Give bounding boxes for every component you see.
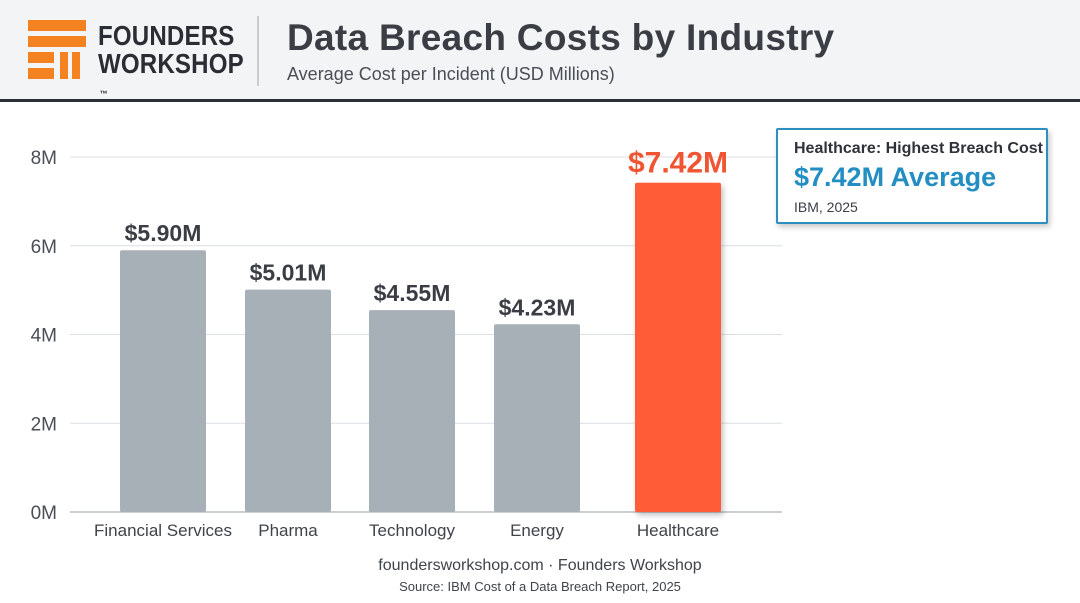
footer-source: Source: IBM Cost of a Data Breach Report… <box>399 579 681 594</box>
header-divider <box>257 16 259 86</box>
x-tick-label: Energy <box>510 521 564 540</box>
bar-value-label: $7.42M <box>628 147 728 180</box>
bar-value-label: $5.90M <box>125 220 202 246</box>
y-tick-label: 2M <box>31 414 57 435</box>
bar <box>635 182 721 513</box>
bar-value-label: $5.01M <box>250 260 327 286</box>
callout-value: $7.42M Average <box>794 162 997 192</box>
logo-line-1: FOUNDERS <box>98 20 235 51</box>
x-tick-label: Healthcare <box>637 521 719 540</box>
page-subtitle: Average Cost per Incident (USD Millions) <box>287 64 615 84</box>
bar-value-label: $4.23M <box>499 294 576 320</box>
x-tick-label: Technology <box>369 521 456 540</box>
y-tick-label: 0M <box>31 503 57 524</box>
bar <box>245 289 331 512</box>
highlight-callout: Healthcare: Highest Breach Cost $7.42M A… <box>776 128 1048 224</box>
bar <box>494 324 580 512</box>
header: FOUNDERS WORKSHOP ™ Data Breach Costs by … <box>0 0 1080 102</box>
bar <box>120 250 206 512</box>
logo-mark-icon <box>28 20 86 79</box>
x-tick-label: Pharma <box>258 521 318 540</box>
callout-source: IBM, 2025 <box>794 199 858 215</box>
x-tick-label: Financial Services <box>94 521 232 540</box>
bar-value-label: $4.55M <box>374 280 451 306</box>
founders-workshop-logo: FOUNDERS WORKSHOP ™ <box>28 20 248 99</box>
y-tick-label: 6M <box>31 237 57 258</box>
logo-line-2: WORKSHOP ™ <box>98 50 244 106</box>
bar <box>369 310 455 512</box>
callout-heading: Healthcare: Highest Breach Cost <box>794 140 1043 157</box>
logo-wordmark: FOUNDERS WORKSHOP ™ <box>98 22 244 106</box>
y-tick-label: 8M <box>31 148 57 169</box>
footer-attribution: foundersworkshop.com · Founders Workshop <box>378 557 702 574</box>
bar-chart: 0M 2M 4M 6M 8M $5.90M Financial Services $5.01M… <box>31 147 782 540</box>
trademark-symbol: ™ <box>99 89 108 99</box>
page-title: Data Breach Costs by Industry <box>287 17 835 58</box>
y-tick-label: 4M <box>31 326 57 347</box>
